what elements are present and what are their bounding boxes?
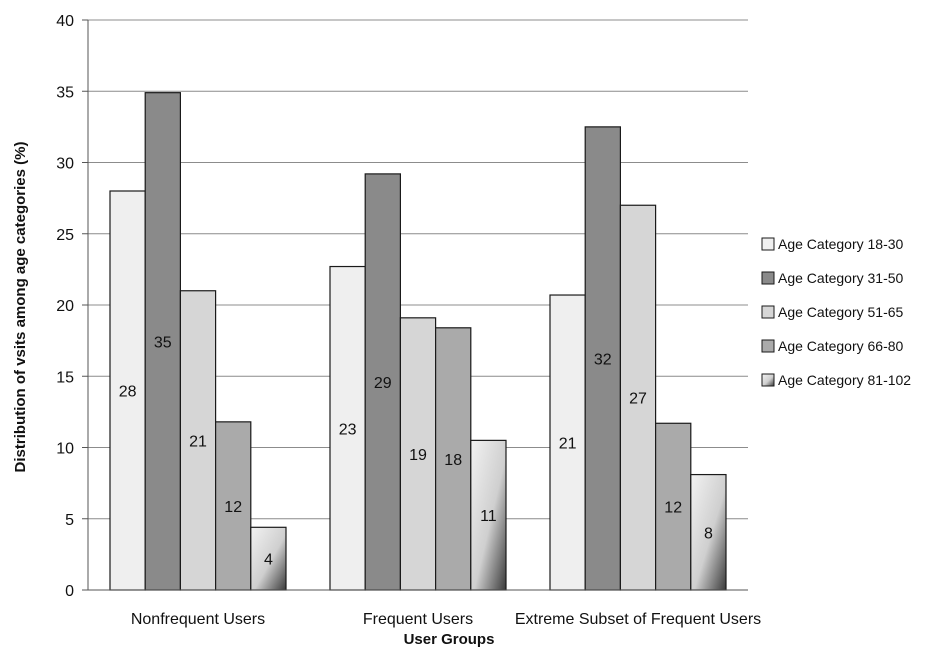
bar xyxy=(329,265,366,591)
category-label: Extreme Subset of Frequent Users xyxy=(515,611,761,628)
y-axis-title: Distribution of vsits among age categori… xyxy=(12,142,29,473)
bar xyxy=(399,317,437,591)
data-labels: 28 35 21 12 4 23 29 19 18 11 21 32 27 12 8 xyxy=(119,334,713,568)
y-tick-label: 15 xyxy=(56,369,74,386)
y-tick-label: 30 xyxy=(56,156,74,173)
y-tick-label: 20 xyxy=(56,298,74,315)
y-tick-label: 5 xyxy=(65,512,74,529)
bar xyxy=(215,421,252,591)
data-label: 11 xyxy=(480,508,497,525)
data-label: 23 xyxy=(339,421,357,438)
axes xyxy=(87,20,748,591)
data-label: 12 xyxy=(664,500,682,517)
y-tick-label: 35 xyxy=(56,84,74,101)
data-label: 32 xyxy=(594,351,612,368)
y-tick-label: 40 xyxy=(56,13,74,30)
legend-label: Age Category 18-30 xyxy=(778,236,904,252)
data-label: 18 xyxy=(444,452,462,469)
legend-label: Age Category 66-80 xyxy=(778,338,904,354)
y-tick-label: 0 xyxy=(65,583,74,600)
data-label: 21 xyxy=(189,433,207,450)
bar xyxy=(435,327,472,591)
bar xyxy=(144,92,181,591)
data-label: 4 xyxy=(264,552,273,569)
category-labels: Nonfrequent Users Frequent Users Extreme S… xyxy=(131,611,761,628)
category-label: Frequent Users xyxy=(363,611,473,628)
bar xyxy=(619,204,657,591)
y-tick-labels: 0 5 10 15 20 25 30 35 40 xyxy=(56,13,74,600)
legend-label: Age Category 81-102 xyxy=(778,372,911,388)
legend-swatch xyxy=(761,373,775,387)
bar xyxy=(109,190,146,591)
legend-swatch xyxy=(761,339,775,353)
legend: Age Category 18-30 Age Category 31-50 Age … xyxy=(761,236,911,388)
category-label: Nonfrequent Users xyxy=(131,611,265,628)
data-label: 19 xyxy=(409,447,427,464)
x-axis-title: User Groups xyxy=(404,631,495,648)
data-label: 27 xyxy=(629,391,647,408)
y-tick-label: 25 xyxy=(56,227,74,244)
legend-swatch xyxy=(761,237,775,251)
data-label: 29 xyxy=(374,375,392,392)
legend-swatch xyxy=(761,305,775,319)
bar xyxy=(549,294,586,591)
data-label: 28 xyxy=(119,384,137,401)
data-label: 12 xyxy=(224,499,242,516)
bars xyxy=(109,92,727,591)
bar xyxy=(250,526,287,591)
y-tick-label: 10 xyxy=(56,441,74,458)
bar xyxy=(179,290,217,591)
bar xyxy=(690,473,727,591)
data-label: 35 xyxy=(154,334,172,351)
legend-swatch xyxy=(761,271,775,285)
data-label: 21 xyxy=(559,436,577,453)
bar xyxy=(364,173,402,591)
legend-label: Age Category 51-65 xyxy=(778,304,904,320)
data-label: 8 xyxy=(704,525,713,542)
legend-label: Age Category 31-50 xyxy=(778,270,904,286)
